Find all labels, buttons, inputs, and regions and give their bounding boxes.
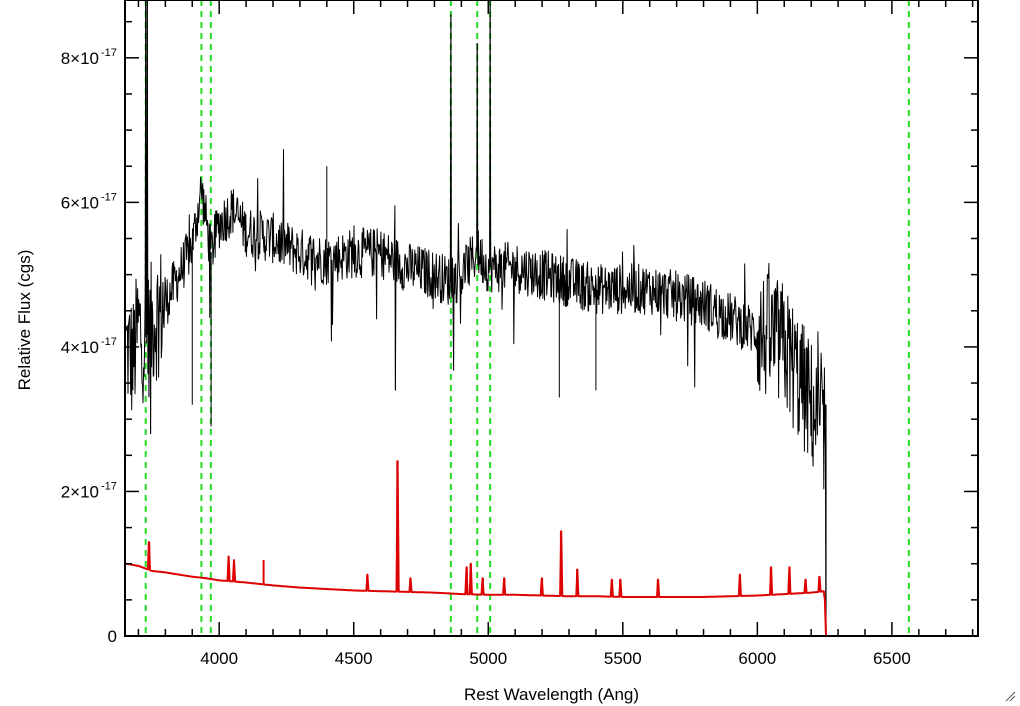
x-tick-label: 6000 — [738, 649, 776, 668]
y-tick-label: 2×10 — [61, 482, 99, 501]
y-axis-label: Relative Flux (cgs) — [15, 250, 34, 391]
reference-lines — [144, 0, 910, 636]
y-tick-label: 0 — [108, 627, 117, 646]
x-tick-label: 4000 — [200, 649, 238, 668]
x-tick-label: 5500 — [604, 649, 642, 668]
y-tick-label: 8×10 — [61, 49, 99, 68]
y-tick-exponent: -17 — [101, 480, 117, 492]
y-tick-exponent: -17 — [101, 47, 117, 59]
x-axis-label: Rest Wavelength (Ang) — [464, 685, 639, 704]
y-tick-label: 6×10 — [61, 193, 99, 212]
x-tick-label: 5000 — [469, 649, 507, 668]
resize-grip-icon[interactable] — [1004, 690, 1016, 702]
y-tick-label: 4×10 — [61, 338, 99, 357]
y-tick-exponent: -17 — [101, 336, 117, 348]
axis-ticks — [125, 0, 978, 637]
x-tick-label: 6500 — [873, 649, 911, 668]
plot-frame — [124, 0, 979, 637]
y-tick-exponent: -17 — [101, 191, 117, 203]
x-tick-label: 4500 — [335, 649, 373, 668]
